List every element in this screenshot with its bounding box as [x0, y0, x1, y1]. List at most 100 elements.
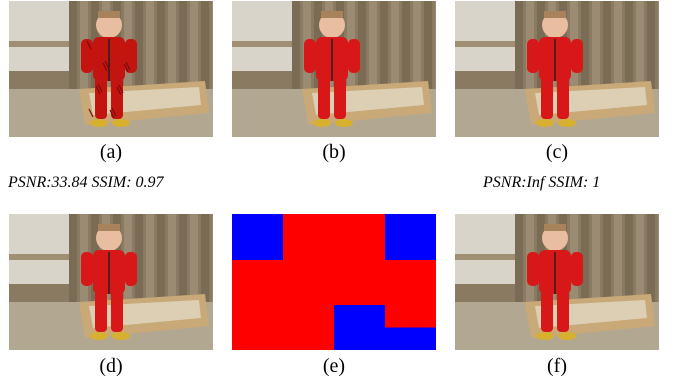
photo-scene: [9, 1, 213, 137]
right-arm: [571, 252, 583, 286]
caption-c: (c): [545, 141, 569, 163]
panel-e-block-map: [232, 214, 436, 350]
head: [96, 12, 122, 38]
left-arm: [527, 252, 539, 286]
fence-plank: [190, 214, 198, 306]
block-cell: [283, 214, 334, 260]
fence-plank: [581, 1, 589, 93]
fence-plank: [647, 1, 655, 93]
left-shoe: [90, 119, 108, 127]
fence-plank: [625, 1, 633, 93]
block-map-svg: [232, 214, 436, 350]
block-cell: [283, 305, 334, 350]
panel-c-image: [455, 1, 659, 137]
wall: [232, 1, 292, 71]
left-leg: [541, 77, 553, 119]
fence-plank: [424, 1, 432, 93]
fence-plank: [636, 214, 644, 306]
fence-plank: [369, 1, 377, 93]
noise-streak: [104, 60, 110, 70]
fence-plank: [435, 1, 436, 93]
noise-streak: [97, 83, 103, 93]
noise-streak: [125, 61, 131, 71]
right-arm: [125, 252, 137, 286]
left-leg: [318, 77, 330, 119]
block-cell: [283, 260, 334, 305]
photo-scene: [9, 214, 213, 350]
right-leg: [557, 77, 569, 119]
photo-scene: [455, 214, 659, 350]
fence-plank: [625, 214, 633, 306]
head: [319, 12, 345, 38]
block-cell: [385, 260, 436, 305]
head: [542, 225, 568, 251]
wall: [455, 1, 515, 71]
noise-streak: [102, 62, 108, 72]
head: [542, 12, 568, 38]
noise-streak: [123, 63, 129, 73]
left-shoe: [536, 332, 554, 340]
panel-d-image: [9, 214, 213, 350]
head: [96, 225, 122, 251]
block-cell: [385, 327, 436, 350]
hair: [321, 11, 343, 18]
wall: [9, 214, 69, 284]
fence-plank: [380, 1, 388, 93]
right-leg: [557, 290, 569, 332]
fence-plank: [69, 214, 77, 306]
left-shoe: [536, 119, 554, 127]
fence-plank: [592, 214, 600, 306]
left-leg: [541, 290, 553, 332]
noise-streak: [109, 109, 115, 119]
hair: [544, 11, 566, 18]
wall-ledge: [9, 254, 69, 260]
block-cell: [334, 260, 385, 305]
fence-plank: [614, 214, 622, 306]
fence-plank: [515, 214, 523, 306]
fence-plank: [658, 214, 659, 306]
fence-plank: [515, 1, 523, 93]
fence-plank: [636, 1, 644, 93]
fence-plank: [581, 214, 589, 306]
left-leg: [95, 290, 107, 332]
panel-f-image: [455, 214, 659, 350]
fence-plank: [135, 214, 143, 306]
noise-streak: [95, 85, 101, 95]
wall-ledge: [455, 254, 515, 260]
caption-d: (d): [99, 355, 123, 377]
block-cell: [334, 305, 385, 350]
fence-plank: [212, 214, 213, 306]
fence-plank: [179, 1, 187, 93]
noise-streak: [86, 40, 92, 50]
left-leg: [95, 77, 107, 119]
fence-plank: [413, 1, 421, 93]
left-arm: [81, 252, 93, 286]
right-shoe: [112, 332, 130, 340]
fence-plank: [157, 214, 165, 306]
fence-plank: [614, 1, 622, 93]
caption-e: (e): [322, 355, 346, 377]
wall-ledge: [9, 41, 69, 47]
metric-a: PSNR:33.84 SSIM: 0.97: [8, 174, 164, 191]
metric-c: PSNR:Inf SSIM: 1: [483, 174, 601, 191]
fence-plank: [212, 1, 213, 93]
block-cell: [232, 260, 283, 305]
fence-plank: [592, 1, 600, 93]
fence-plank: [292, 1, 300, 93]
hair: [98, 224, 120, 231]
left-arm: [81, 39, 93, 73]
noise-streak: [116, 86, 122, 96]
right-shoe: [335, 119, 353, 127]
fence-plank: [179, 214, 187, 306]
wall: [455, 214, 515, 284]
fence-plank: [391, 1, 399, 93]
fence-plank: [603, 214, 611, 306]
block-cell: [334, 214, 385, 260]
right-arm: [125, 39, 137, 73]
fence-plank: [402, 1, 410, 93]
fence-plank: [358, 1, 366, 93]
fence-plank: [135, 1, 143, 93]
right-leg: [334, 77, 346, 119]
wall-ledge: [232, 41, 292, 47]
left-arm: [527, 39, 539, 73]
